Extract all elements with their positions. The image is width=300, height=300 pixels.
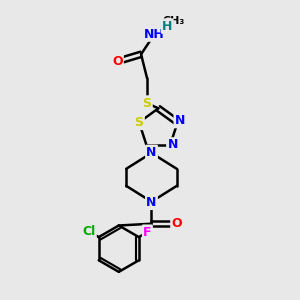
Text: S: S [135, 116, 144, 129]
Text: F: F [143, 226, 152, 239]
Text: N: N [175, 114, 185, 127]
Text: O: O [112, 55, 123, 68]
Text: O: O [171, 217, 182, 230]
Text: H: H [162, 20, 172, 33]
Text: NH: NH [144, 28, 165, 40]
Text: Cl: Cl [82, 225, 96, 238]
Text: N: N [167, 139, 178, 152]
Text: CH₃: CH₃ [163, 16, 185, 26]
Text: N: N [146, 146, 157, 159]
Text: N: N [146, 196, 157, 209]
Text: S: S [142, 97, 152, 110]
